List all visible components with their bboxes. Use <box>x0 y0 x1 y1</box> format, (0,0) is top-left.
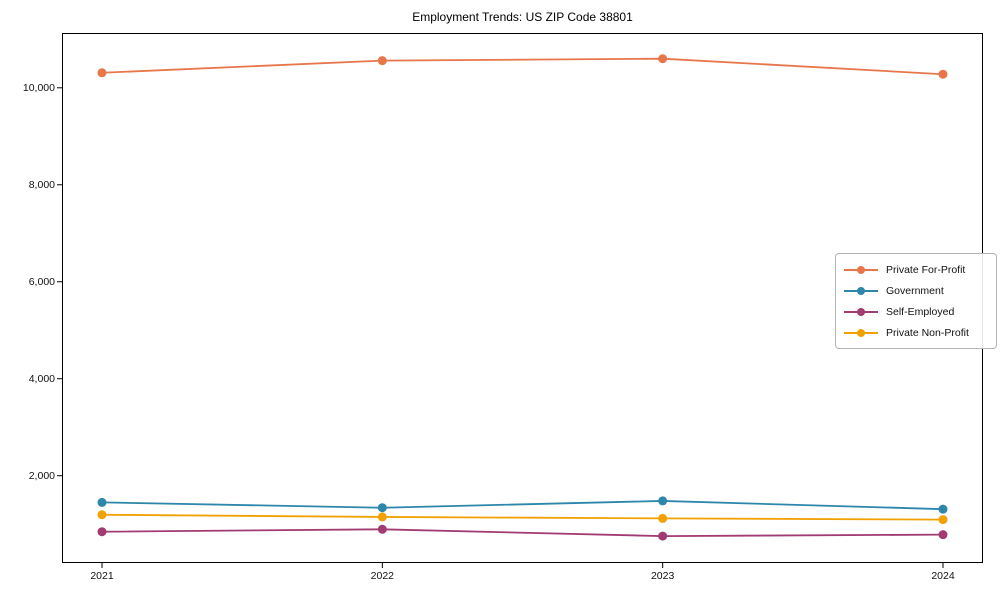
y-axis-tick-label: 2,000 <box>28 469 55 482</box>
x-axis-tick-label: 2021 <box>90 570 114 582</box>
legend-line-marker-icon <box>844 286 878 296</box>
y-axis-tick-label: 10,000 <box>22 81 55 94</box>
x-axis-tick-label: 2024 <box>931 570 955 582</box>
data-point-self-employed-2024 <box>938 530 948 540</box>
data-point-private-non-profit-2023 <box>658 513 668 523</box>
data-point-private-for-profit-2024 <box>938 69 948 79</box>
legend-label: Private Non-Profit <box>886 326 969 339</box>
legend: Private For-Profit Government Self-Employe… <box>835 253 997 349</box>
data-point-self-employed-2023 <box>658 531 668 541</box>
legend-item: Government <box>844 280 988 301</box>
y-axis-tick-label: 4,000 <box>28 372 55 385</box>
legend-label: Private For-Profit <box>886 263 966 276</box>
legend-line-marker-icon <box>844 328 878 338</box>
series-line-self-employed <box>101 528 944 537</box>
data-point-government-2023 <box>658 496 668 506</box>
y-axis-tick-label: 6,000 <box>28 275 55 288</box>
data-point-self-employed-2022 <box>377 524 387 534</box>
data-point-private-non-profit-2022 <box>377 512 387 522</box>
data-point-self-employed-2021 <box>97 527 107 537</box>
series-line-private-non-profit <box>101 513 944 521</box>
legend-line-marker-icon <box>844 265 878 275</box>
data-point-private-for-profit-2021 <box>97 68 107 78</box>
chart-title: Employment Trends: US ZIP Code 38801 <box>412 10 633 24</box>
legend-label: Government <box>886 284 944 297</box>
data-point-private-non-profit-2024 <box>938 515 948 525</box>
legend-item: Private Non-Profit <box>844 322 988 343</box>
data-point-private-for-profit-2023 <box>658 54 668 64</box>
data-point-government-2022 <box>377 503 387 513</box>
data-point-private-non-profit-2021 <box>97 510 107 520</box>
x-axis-tick-label: 2023 <box>650 570 675 582</box>
y-axis-tick-label: 8,000 <box>28 178 55 191</box>
legend-label: Self-Employed <box>886 305 955 318</box>
series-line-government <box>101 500 944 511</box>
data-point-private-for-profit-2022 <box>377 56 387 66</box>
legend-item: Self-Employed <box>844 301 988 322</box>
legend-line-marker-icon <box>844 307 878 317</box>
data-point-government-2024 <box>938 504 948 514</box>
x-axis-tick-label: 2022 <box>370 570 394 582</box>
legend-item: Private For-Profit <box>844 259 988 280</box>
series-line-private-for-profit <box>101 57 944 76</box>
data-point-government-2021 <box>97 497 107 507</box>
